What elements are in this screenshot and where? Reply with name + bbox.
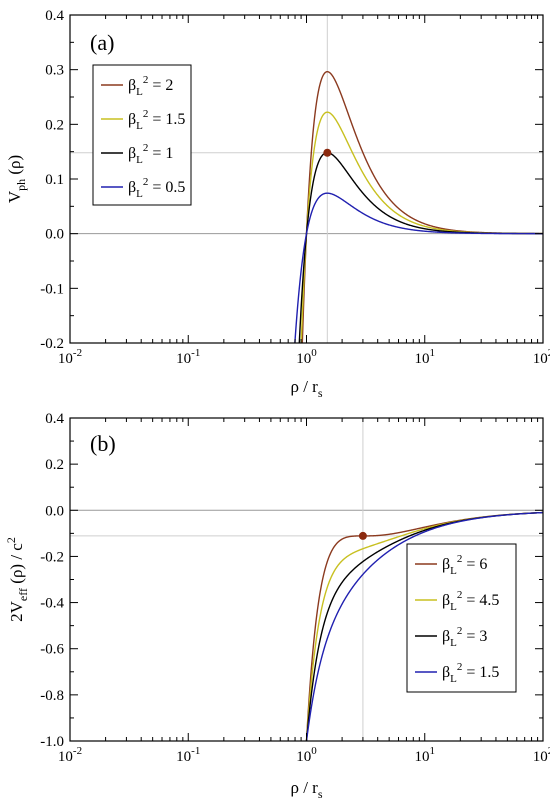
y-tick-label: 0.4 bbox=[45, 411, 64, 427]
legend-entry: βL2 = 1.5 bbox=[442, 661, 499, 685]
series-line-1 bbox=[301, 70, 543, 343]
x-tick-label: 10-1 bbox=[176, 745, 200, 765]
y-tick-label: 0.4 bbox=[45, 8, 64, 24]
legend-entry: βL2 = 0.5 bbox=[128, 176, 185, 200]
x-axis-label: ρ / rs bbox=[290, 377, 322, 400]
chart-panel-b: 10-2 10-1 100 101 102 -1.0 -0.8 -0.6 -0.4 -0.2 0.0… bbox=[4, 411, 550, 801]
legend: βL2 = 6 βL2 = 4.5 βL2 = 3 βL2 = 1.5 bbox=[406, 543, 517, 693]
x-tick-label: 100 bbox=[296, 347, 317, 367]
series-group bbox=[294, 70, 543, 343]
x-tick-label: 101 bbox=[415, 745, 436, 765]
series-group bbox=[305, 511, 543, 741]
legend-entry: βL2 = 3 bbox=[442, 625, 487, 649]
panel-label: (b) bbox=[90, 431, 116, 456]
x-tick-label: 10-2 bbox=[58, 347, 82, 367]
y-tick-label: -1.0 bbox=[40, 734, 64, 750]
legend-entry: βL2 = 4.5 bbox=[442, 589, 499, 613]
y-tick-label: -0.2 bbox=[40, 549, 64, 565]
legend: βL2 = 2 βL2 = 1.5 βL2 = 1 βL2 = 0.5 bbox=[92, 64, 192, 206]
marked-point bbox=[323, 148, 332, 157]
y-tick-label: -0.2 bbox=[40, 336, 64, 352]
y-tick-label: 0.3 bbox=[45, 63, 64, 79]
legend-entry: βL2 = 1.5 bbox=[128, 108, 185, 132]
y-tick-label: 0.1 bbox=[45, 172, 64, 188]
legend-entry: βL2 = 2 bbox=[128, 74, 173, 98]
legend-entry: βL2 = 6 bbox=[442, 553, 487, 577]
x-tick-label: 100 bbox=[296, 745, 317, 765]
series-line-4 bbox=[305, 511, 543, 741]
y-tick-label: 0.0 bbox=[45, 503, 64, 519]
x-tick-label: 102 bbox=[533, 745, 550, 765]
y-axis-label: 2Veff (ρ) / c2 bbox=[4, 537, 30, 622]
y-tick-label: -0.6 bbox=[40, 642, 64, 658]
y-tick-label: 0.2 bbox=[45, 457, 64, 473]
x-tick-label: 101 bbox=[415, 347, 436, 367]
legend-box bbox=[92, 64, 192, 206]
x-axis-label: ρ / rs bbox=[290, 778, 322, 801]
y-tick-label: -0.1 bbox=[40, 281, 64, 297]
y-tick-label: -0.4 bbox=[40, 596, 64, 612]
marked-point bbox=[358, 531, 367, 540]
y-tick-label: 0.0 bbox=[45, 227, 64, 243]
series-line-4 bbox=[294, 192, 543, 343]
y-tick-label: 0.2 bbox=[45, 117, 64, 133]
panel-label: (a) bbox=[90, 30, 114, 55]
x-tick-label: 10-2 bbox=[58, 745, 82, 765]
legend-box bbox=[406, 543, 517, 693]
y-axis-label: Vph (ρ) bbox=[5, 155, 28, 203]
x-tick-label: 102 bbox=[533, 347, 550, 367]
y-tick-label: -0.8 bbox=[40, 688, 64, 704]
chart-panel-a: 10-2 10-1 100 101 102 -0.2 -0.1 0.0 0.1 0.2 0.3 0.4… bbox=[5, 8, 550, 400]
x-tick-label: 10-1 bbox=[176, 347, 200, 367]
legend-entry: βL2 = 1 bbox=[128, 142, 173, 166]
